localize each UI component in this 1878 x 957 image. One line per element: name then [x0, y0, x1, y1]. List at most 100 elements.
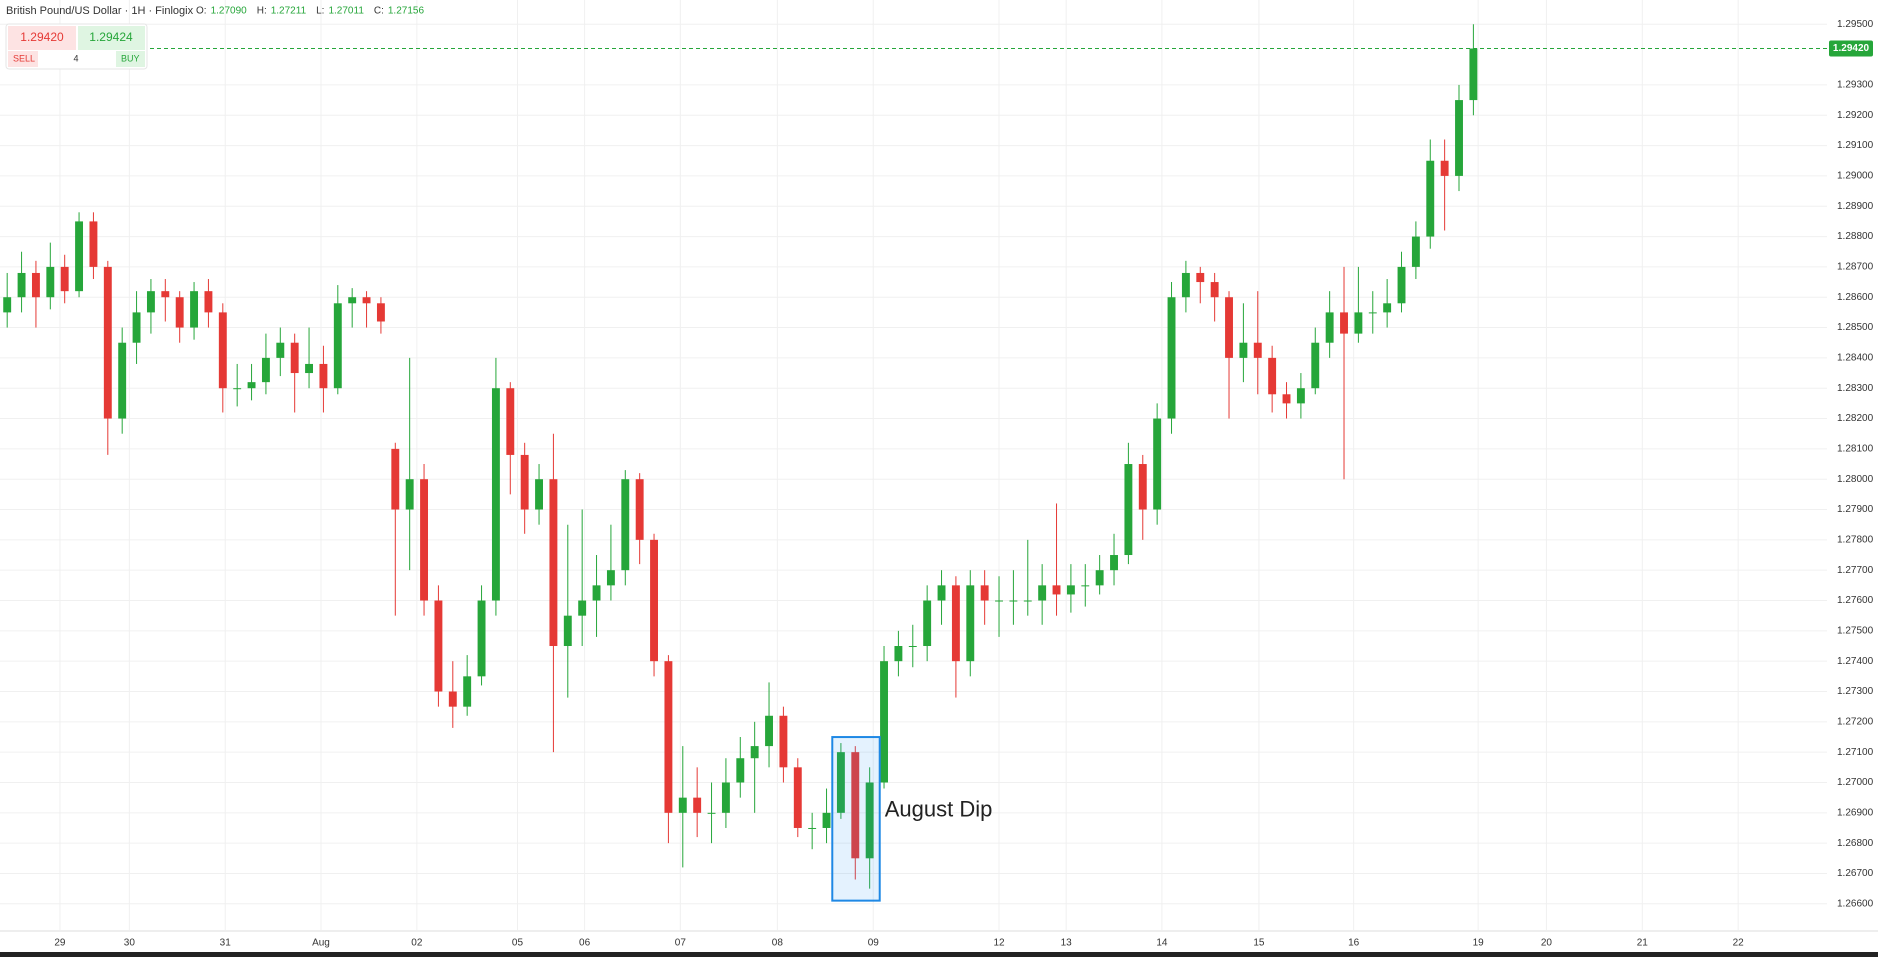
candle-body	[1455, 100, 1463, 176]
y-tick-label: 1.26800	[1837, 838, 1874, 849]
x-tick-label: 12	[993, 938, 1005, 949]
candle-body	[1225, 297, 1233, 358]
x-tick-label: 02	[411, 938, 423, 949]
y-tick-label: 1.28700	[1837, 262, 1874, 273]
candle-body	[1239, 342, 1248, 358]
y-tick-label: 1.27900	[1837, 504, 1874, 515]
x-tick-label: 15	[1253, 938, 1265, 949]
y-tick-label: 1.27800	[1837, 534, 1874, 545]
candle-body	[290, 342, 299, 374]
y-tick-label: 1.27000	[1837, 777, 1874, 788]
y-tick-label: 1.27100	[1837, 747, 1874, 758]
ohlc-value: 1.27011	[328, 6, 364, 17]
candle-body	[1038, 585, 1047, 601]
x-tick-label: 21	[1637, 938, 1649, 949]
candle-body	[966, 585, 975, 662]
x-tick-label: 06	[579, 938, 591, 949]
ohlc-key: C:	[374, 6, 384, 17]
candle-body	[376, 303, 385, 322]
candle-body	[305, 363, 314, 374]
candle-body	[563, 615, 572, 647]
y-tick-label: 1.28900	[1837, 201, 1874, 212]
candle-body	[1066, 585, 1075, 595]
ohlc-value: 1.27090	[211, 6, 248, 17]
y-tick-label: 1.28200	[1837, 413, 1874, 424]
candle-body	[779, 715, 788, 768]
x-tick-label: 13	[1061, 938, 1073, 949]
candle-body	[1282, 394, 1291, 404]
candle-body	[678, 797, 687, 813]
x-tick-label: Aug	[312, 938, 330, 949]
x-tick-label: 29	[54, 938, 66, 949]
sell-button[interactable]	[8, 26, 76, 50]
x-tick-label: 09	[868, 938, 880, 949]
candle-body	[1397, 266, 1406, 304]
candle-body	[276, 342, 285, 358]
x-tick-label: 14	[1156, 938, 1168, 949]
candle-body	[1440, 160, 1449, 176]
candle-body	[937, 585, 946, 601]
candle-body	[17, 272, 26, 298]
x-tick-label: 30	[124, 938, 136, 949]
sell-label[interactable]: SELL	[13, 53, 35, 63]
y-tick-label: 1.29500	[1837, 19, 1874, 30]
y-tick-label: 1.28300	[1837, 383, 1874, 394]
candle-body	[1368, 312, 1377, 314]
y-tick-label: 1.28600	[1837, 292, 1874, 303]
last-price-box	[1829, 40, 1873, 57]
y-tick-label: 1.26600	[1837, 898, 1874, 909]
candle-body	[923, 600, 932, 647]
candle-body	[650, 539, 658, 662]
candle-body	[836, 752, 845, 813]
candles	[3, 24, 1478, 889]
y-tick-label: 1.28800	[1837, 231, 1874, 242]
overlay: British Pound/US Dollar · 1H · Finlogix …	[5, 5, 1873, 902]
sell-label-bg	[8, 51, 38, 67]
candle-body	[319, 363, 328, 389]
candle-body	[865, 782, 874, 859]
candle-body	[333, 303, 342, 389]
candle-body	[60, 266, 69, 292]
candle-body	[1081, 585, 1090, 587]
candle-body	[46, 266, 55, 298]
candle-body	[3, 297, 12, 313]
candle-body	[1411, 236, 1420, 267]
candle-body	[995, 600, 1003, 602]
candle-body	[693, 797, 702, 813]
candle-body	[161, 291, 170, 298]
candle-body	[707, 812, 716, 814]
candle-body	[1210, 282, 1219, 298]
sell-price[interactable]: 1.29420	[20, 30, 64, 44]
annotation-label: August Dip	[885, 797, 993, 822]
ohlc-key: H:	[257, 6, 267, 17]
candle-body	[1138, 464, 1147, 510]
candle-body	[1009, 600, 1018, 602]
y-tick-label: 1.26900	[1837, 807, 1874, 818]
x-tick-label: 31	[220, 938, 232, 949]
buy-price[interactable]: 1.29424	[89, 30, 133, 44]
candle-body	[1469, 48, 1478, 101]
ohlc-value: 1.27211	[271, 6, 307, 17]
buy-label[interactable]: BUY	[121, 53, 140, 63]
candle-body	[664, 661, 673, 813]
candle-body	[880, 661, 888, 783]
candle-body	[477, 600, 486, 677]
candle-body	[908, 646, 917, 648]
x-tick-label: 20	[1541, 938, 1553, 949]
x-tick-label: 05	[512, 938, 524, 949]
candle-body	[520, 454, 529, 510]
x-tick-label: 08	[772, 938, 784, 949]
buy-button[interactable]	[78, 26, 145, 50]
annotation-box	[831, 736, 881, 902]
candle-body	[89, 221, 98, 267]
candle-body	[822, 812, 831, 828]
candle-body	[146, 291, 155, 313]
candle-body	[736, 758, 745, 783]
quantity[interactable]: 4	[73, 53, 78, 63]
candle-body	[31, 272, 40, 298]
candle-body	[247, 382, 256, 389]
y-tick-label: 1.28500	[1837, 322, 1874, 333]
candle-body	[549, 479, 558, 647]
